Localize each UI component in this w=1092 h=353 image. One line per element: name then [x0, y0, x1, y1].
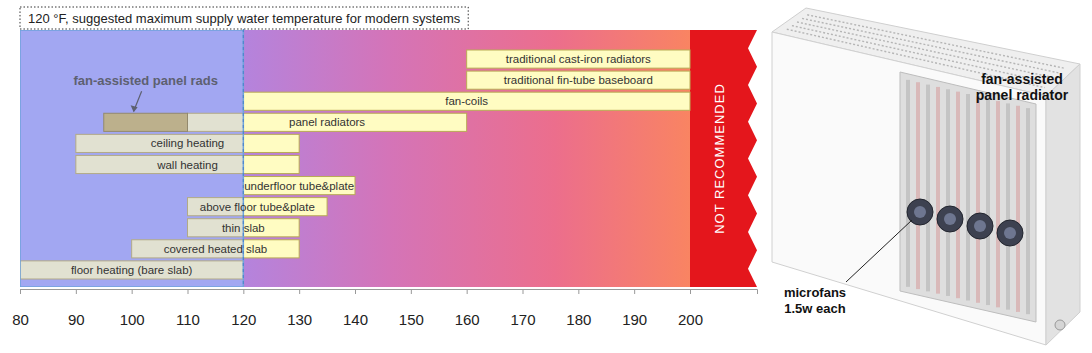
radiator-fin	[936, 87, 940, 294]
bar-label: traditional fin-tube baseboard	[504, 74, 653, 86]
x-tick-mark	[299, 289, 300, 294]
x-axis: 80 90 100 110 120 130 140 150 160 170 180 190 200	[12, 289, 757, 328]
microfan-hub	[944, 213, 956, 225]
x-tick: 150	[399, 289, 424, 328]
callout-label: 1.5w each	[784, 301, 845, 316]
x-tick: 200	[678, 289, 703, 328]
x-tick-label: 200	[678, 311, 703, 328]
x-tick-label: 90	[68, 311, 85, 328]
radiator-fin	[1016, 106, 1020, 312]
x-tick-mark	[20, 289, 21, 294]
x-tick-mark	[355, 289, 356, 294]
x-tick: 130	[287, 289, 312, 328]
plot-area	[20, 30, 757, 287]
x-tick-label: 150	[399, 311, 424, 328]
radiator-fin	[996, 101, 1000, 307]
x-tick-mark	[467, 289, 468, 294]
radiator-fin	[1026, 108, 1030, 314]
radiator-fin	[916, 82, 920, 289]
x-tick: 110	[176, 289, 200, 328]
x-tick-label: 180	[566, 311, 591, 328]
x-tick-label: 140	[343, 311, 368, 328]
x-tick-mark	[578, 289, 579, 294]
x-tick-mark	[523, 289, 524, 294]
bar-label: ceiling heating	[151, 137, 225, 149]
microfan	[967, 213, 993, 239]
radiator-fin	[986, 99, 990, 305]
chart: traditional cast-iron radiators tradition…	[0, 0, 1092, 353]
annotation: 120 °F, suggested maximum supply water t…	[20, 7, 468, 29]
bar-label: wall heating	[156, 159, 218, 171]
background	[20, 30, 690, 287]
radiator-fin	[946, 89, 950, 296]
callout-line	[846, 220, 912, 282]
x-tick-label: 160	[455, 311, 480, 328]
radiator-illustration: fan-assistedpanel radiator microfans1.5w …	[772, 8, 1080, 345]
radiator-fin	[906, 80, 910, 287]
radiator-cutaway	[900, 72, 1036, 322]
radiator-fin	[966, 94, 970, 301]
x-tick: 140	[343, 289, 368, 328]
x-tick: 180	[566, 289, 591, 328]
x-tick-mark	[188, 289, 189, 294]
illustration-title: panel radiator	[976, 87, 1069, 103]
inset-bar-arrowhead	[131, 105, 138, 112]
microfan	[997, 220, 1023, 246]
bar-label: covered heated slab	[164, 243, 268, 255]
x-tick: 120	[231, 289, 256, 328]
radiator-fin	[926, 85, 930, 292]
radiator-valve	[1055, 320, 1065, 330]
bar-labels: traditional cast-iron radiators tradition…	[71, 53, 653, 276]
x-axis-line	[21, 290, 758, 295]
x-tick: 170	[510, 289, 535, 328]
x-tick-label: 170	[510, 311, 535, 328]
x-tick-mark	[411, 289, 412, 294]
bar-label: floor heating (bare slab)	[71, 264, 193, 276]
bar-label: thin slab	[222, 222, 265, 234]
x-tick-mark	[132, 289, 133, 294]
x-tick: 100	[120, 289, 145, 328]
x-tick: 190	[622, 289, 647, 328]
x-tick-mark	[690, 289, 691, 294]
radiator-fin	[1006, 103, 1010, 309]
annotation-box	[20, 7, 468, 29]
x-tick-label: 110	[176, 311, 200, 328]
illustration-title: fan-assisted	[981, 71, 1063, 87]
microfan-hub	[974, 220, 986, 232]
x-tick: 80	[12, 289, 29, 328]
bar-label: panel radiators	[289, 116, 365, 128]
x-tick-label: 80	[12, 311, 29, 328]
radiator-side	[1046, 64, 1080, 345]
callout-label: microfans	[784, 285, 846, 300]
range-bar	[467, 71, 690, 89]
annotation-text: 120 °F, suggested maximum supply water t…	[28, 11, 461, 26]
microfan-hub	[914, 206, 926, 218]
range-bar	[467, 50, 690, 68]
radiator-fin	[956, 92, 960, 299]
range-bar	[243, 92, 690, 110]
x-tick-label: 120	[231, 311, 256, 328]
zone-label: NOT RECOMMENDED	[712, 83, 727, 234]
x-tick-label: 130	[287, 311, 312, 328]
range-bar	[243, 177, 355, 195]
microfan-hub	[1004, 227, 1016, 239]
bar-label: underfloor tube&plate	[244, 180, 354, 192]
radiator-fin	[976, 96, 980, 302]
bar-label: above floor tube&plate	[200, 201, 315, 213]
x-tick-label: 100	[120, 311, 145, 328]
x-tick: 90	[68, 289, 85, 328]
x-tick-label: 190	[622, 311, 647, 328]
x-tick-mark	[76, 289, 77, 294]
not-recommended-zone	[690, 30, 757, 287]
bar-label: fan-coils	[445, 95, 488, 107]
bar-label: traditional cast-iron radiators	[506, 53, 651, 65]
microfan	[937, 206, 963, 232]
x-tick-mark	[243, 289, 244, 294]
x-tick: 160	[455, 289, 480, 328]
inset-bar-label: fan-assisted panel rads	[73, 73, 218, 88]
x-tick-mark	[634, 289, 635, 294]
